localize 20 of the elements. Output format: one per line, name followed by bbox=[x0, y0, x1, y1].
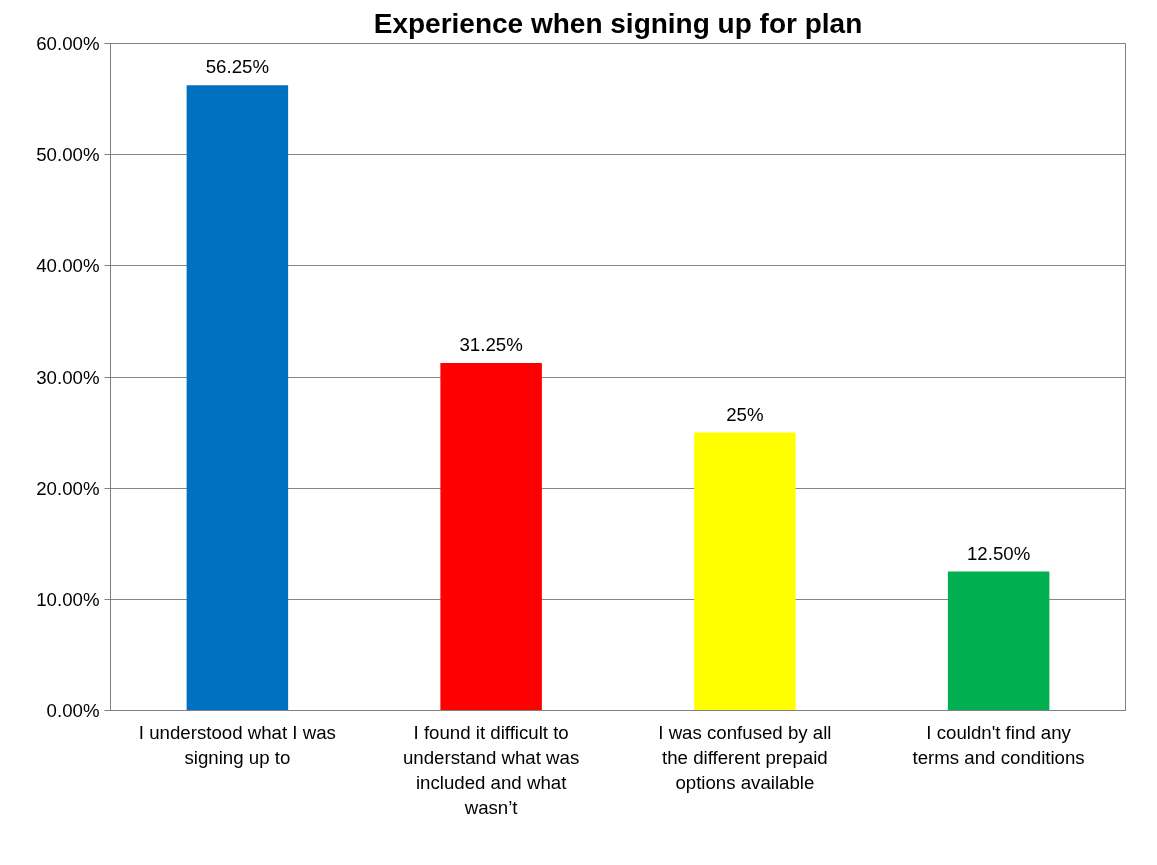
bar bbox=[947, 571, 1050, 711]
y-tick-label: 60.00% bbox=[36, 33, 100, 54]
data-label: 56.25% bbox=[205, 56, 270, 78]
bar bbox=[694, 432, 796, 711]
x-tick-label: I was confused by all the different prepaid options available bbox=[658, 721, 832, 793]
chart-title: Experience when signing up for plan bbox=[373, 7, 863, 39]
y-tick-label: 30.00% bbox=[36, 366, 100, 388]
data-label: 12.50% bbox=[966, 542, 1031, 564]
x-tick-label: I found it difficult to understand what was included and what wasn’t bbox=[402, 721, 580, 819]
x-tick-label: I understood what I was signing up to bbox=[138, 721, 336, 768]
y-tick-label: 10.00% bbox=[36, 588, 100, 610]
data-label: 31.25% bbox=[459, 334, 523, 356]
y-tick-label: 50.00% bbox=[36, 144, 100, 166]
data-label: 25% bbox=[726, 403, 764, 425]
y-tick-label: 0.00% bbox=[46, 700, 100, 721]
bar bbox=[186, 85, 289, 711]
bar bbox=[440, 363, 542, 711]
y-tick-label: 40.00% bbox=[36, 255, 100, 277]
y-tick-label: 20.00% bbox=[36, 477, 100, 499]
x-tick-label: I couldn't find any terms and conditions bbox=[912, 721, 1085, 768]
